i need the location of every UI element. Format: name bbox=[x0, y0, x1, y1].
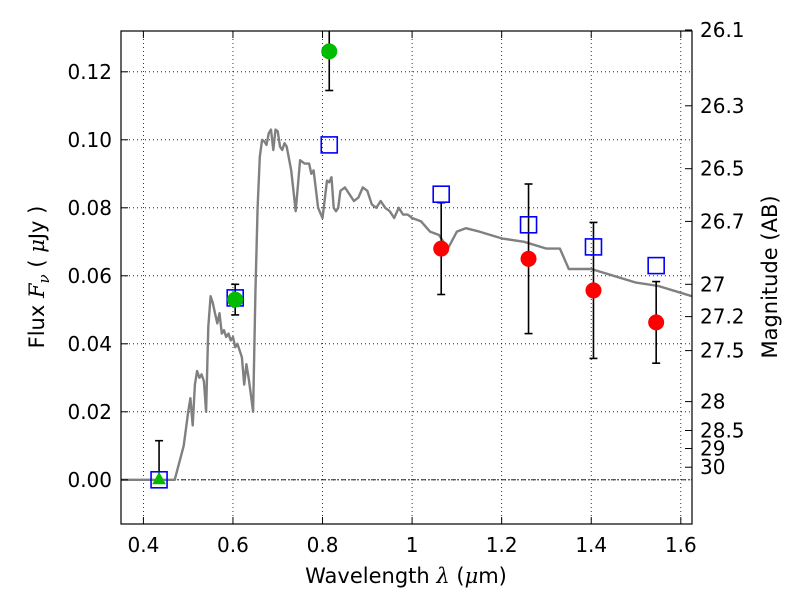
y2-tick-label: 27 bbox=[700, 272, 725, 296]
y2-tick-label: 30 bbox=[700, 455, 725, 479]
plot-area bbox=[121, 31, 692, 489]
red-point bbox=[433, 240, 450, 257]
x-tick-label: 0.4 bbox=[127, 533, 159, 557]
data-markers bbox=[150, 43, 665, 489]
y-tick-label: 0.08 bbox=[67, 196, 112, 220]
y2-tick-label: 27.5 bbox=[700, 339, 745, 363]
y2-tick-label: 29 bbox=[700, 437, 725, 461]
x-axis-title-text: Wavelength bbox=[305, 564, 436, 588]
model-flux-square bbox=[647, 256, 665, 275]
green-triangle bbox=[152, 471, 166, 485]
y2-tick-label: 28 bbox=[700, 390, 725, 414]
y-tick-label: 0.06 bbox=[67, 264, 112, 288]
y-axis-title: Flux Fν ( μJy ) bbox=[25, 206, 53, 349]
y-axis-left: 0.00 0.02 0.04 0.06 0.08 0.10 0.12 bbox=[67, 60, 128, 492]
model-flux-square bbox=[432, 185, 451, 203]
y-tick-label: 0.04 bbox=[67, 332, 112, 356]
y-axis-title-text: Flux bbox=[25, 298, 49, 348]
red-point bbox=[520, 250, 537, 267]
y2-tick-label: 26.3 bbox=[700, 94, 745, 118]
y-tick-label: 0.12 bbox=[67, 60, 112, 84]
x-axis-title-mu: μ bbox=[465, 564, 479, 588]
y2-tick-label: 28.5 bbox=[700, 419, 745, 443]
y2-axis-title: Magnitude (AB) bbox=[758, 195, 782, 358]
x-tick-label: 1.4 bbox=[575, 533, 607, 557]
y-axis-title-nu: ν bbox=[35, 274, 53, 283]
x-axis-title-open: ( bbox=[450, 564, 465, 588]
x-axis-title: Wavelength λ (μm) bbox=[305, 564, 507, 588]
x-axis-title-lambda: λ bbox=[435, 564, 449, 588]
plot-frame bbox=[120, 30, 693, 525]
model-flux-square bbox=[320, 136, 339, 154]
x-tick-label: 0.8 bbox=[307, 533, 339, 557]
y-axis-title-mu: μ bbox=[25, 239, 49, 253]
y-axis-title-open: ( bbox=[25, 253, 49, 275]
x-axis-title-unit: m) bbox=[478, 564, 507, 588]
plot-background bbox=[121, 31, 692, 524]
y-tick-label: 0.10 bbox=[67, 128, 112, 152]
model-spectrum-line bbox=[121, 128, 692, 481]
y-axis-title-f: F bbox=[25, 282, 49, 299]
red-point bbox=[648, 314, 665, 331]
y2-tick-label: 26.7 bbox=[700, 209, 745, 233]
green-point bbox=[227, 291, 244, 308]
y2-tick-label: 27.2 bbox=[700, 305, 745, 329]
x-tick-label: 1.6 bbox=[665, 533, 697, 557]
model-flux-square bbox=[584, 238, 603, 256]
y-axis-title-unit: Jy ) bbox=[25, 206, 49, 242]
x-axis: 0.4 0.6 0.8 1 1.2 1.4 1.6 bbox=[127, 31, 697, 557]
y-tick-label: 0.02 bbox=[67, 400, 112, 424]
model-flux-square bbox=[519, 216, 538, 234]
red-point bbox=[585, 282, 602, 299]
x-tick-label: 1 bbox=[406, 533, 419, 557]
x-tick-label: 1.2 bbox=[486, 533, 518, 557]
y2-tick-label: 26.5 bbox=[700, 157, 745, 181]
y2-tick-label: 26.1 bbox=[700, 18, 745, 42]
y-tick-label: 0.00 bbox=[67, 468, 112, 492]
x-tick-label: 0.6 bbox=[217, 533, 249, 557]
green-point bbox=[321, 43, 338, 60]
